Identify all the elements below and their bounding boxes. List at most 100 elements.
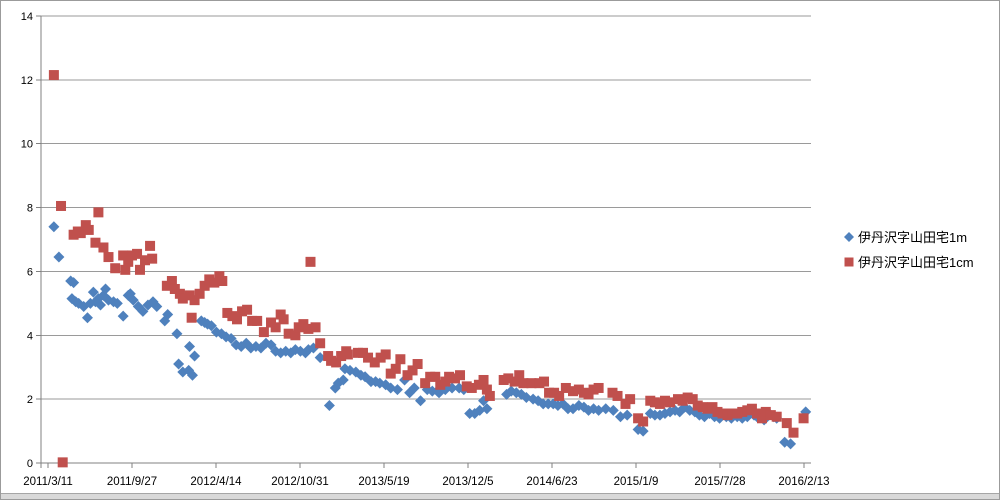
data-point-1m [117,310,129,322]
data-point-1m [314,352,326,364]
data-point-1cm [132,248,143,259]
x-tick-label: 2012/4/14 [190,476,242,488]
x-tick-label: 2014/6/23 [526,476,577,488]
data-point-1m [184,340,196,352]
y-tick-label: 6 [27,266,33,278]
data-point-1cm [481,384,492,395]
data-point-1cm [57,457,68,468]
data-point-1cm [303,323,314,334]
data-point-1m [81,312,93,324]
data-point-1m [474,404,486,416]
data-point-1cm [166,276,177,287]
data-point-1cm [484,390,495,401]
data-point-1m [265,339,277,351]
x-tick-label: 2013/5/19 [358,476,409,488]
data-point-1cm [237,306,248,317]
data-point-1cm [270,322,281,333]
data-point-1cm [305,256,316,267]
chart-legend: 伊丹沢字山田宅1m 伊丹沢字山田宅1cm [844,224,974,274]
data-point-1cm [56,200,67,211]
data-point-1cm [788,427,799,438]
y-tick-label: 14 [21,11,33,23]
data-point-1cm [665,397,676,408]
data-point-1m [111,297,123,309]
data-point-1cm [209,277,220,288]
data-point-1cm [751,408,762,419]
data-point-1cm [222,307,233,318]
data-point-1cm [503,373,514,384]
y-tick-label: 4 [27,330,33,342]
data-point-1cm [549,387,560,398]
data-point-1cm [247,315,258,326]
data-point-1cm [514,370,525,381]
data-point-1cm [526,378,537,389]
data-point-1cm [298,319,309,330]
data-point-1cm [449,373,460,384]
x-tick-label: 2012/10/31 [271,476,329,488]
data-point-1cm [204,274,215,285]
data-point-1cm [682,392,693,403]
data-point-1m [87,286,99,298]
data-point-1cm [336,351,347,362]
data-point-1cm [757,413,767,424]
data-point-1m [607,404,619,416]
data-point-1m [53,251,65,263]
data-point-1cm [560,382,571,393]
legend-entry-1m: 伊丹沢字山田宅1m [844,224,974,249]
window-bottom-edge [1,493,999,499]
data-point-1cm [177,293,188,304]
data-point-1cm [380,349,391,360]
data-point-1cm [765,410,776,421]
data-point-1m [785,438,797,450]
data-point-1cm [123,256,134,267]
y-tick-label: 0 [27,458,33,470]
data-point-1cm [478,374,489,385]
data-point-1m [205,320,217,332]
data-point-1cm [633,413,644,424]
legend-label-1m: 伊丹沢字山田宅1m [858,230,968,245]
data-point-1cm [654,398,665,409]
data-point-1cm [687,394,698,405]
data-point-1cm [118,250,129,261]
x-tick-label: 2015/1/9 [614,476,659,488]
data-point-1m [593,404,605,416]
data-point-1m [151,301,163,313]
data-point-1cm [147,253,158,264]
data-point-1cm [425,371,436,382]
data-point-1m [621,409,633,421]
legend-label-1cm: 伊丹沢字山田宅1cm [858,255,974,270]
data-point-1cm [242,304,253,315]
data-point-1m [600,403,612,415]
data-point-1cm [692,400,703,411]
square-marker-icon [844,257,854,266]
data-point-1cm [352,347,363,358]
data-point-1cm [283,328,294,339]
data-point-1cm [420,378,431,389]
data-point-1cm [771,411,782,422]
data-point-1cm [184,290,195,301]
data-point-1cm [110,263,121,274]
data-point-1m [95,299,106,311]
data-point-1cm [385,368,396,379]
data-point-1cm [217,276,228,287]
data-point-1cm [232,314,242,325]
data-point-1m [186,369,198,381]
data-point-1cm [375,352,386,363]
data-point-1cm [145,240,156,251]
data-point-1cm [659,395,670,406]
data-point-1cm [702,403,713,414]
data-point-1cm [98,242,109,253]
data-point-1cm [455,370,466,381]
data-point-1cm [444,371,455,382]
data-point-1cm [707,402,718,413]
data-point-1m [171,328,183,340]
data-point-1m [162,309,174,321]
data-point-1cm [588,384,599,395]
y-tick-label: 8 [27,203,33,215]
data-point-1cm [760,406,771,417]
y-tick-label: 12 [21,75,33,87]
data-point-1cm [737,406,748,417]
data-point-1cm [638,416,649,427]
data-point-1m [337,374,349,386]
data-point-1cm [83,224,94,235]
